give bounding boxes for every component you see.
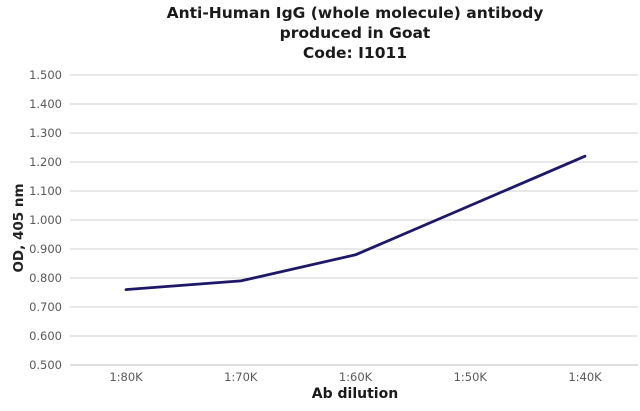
series-line bbox=[124, 154, 587, 292]
y-tick-label: 0.600 bbox=[29, 329, 62, 343]
y-tick-label: 1.300 bbox=[29, 126, 62, 140]
x-tick-label: 1:40K bbox=[568, 370, 602, 384]
y-tick-label: 1.400 bbox=[29, 97, 62, 111]
y-tick-label: 1.200 bbox=[29, 155, 62, 169]
chart-title-line-2: produced in Goat bbox=[279, 24, 431, 42]
chart-title-line-3: Code: I1011 bbox=[302, 44, 408, 62]
y-tick-label: 0.500 bbox=[29, 358, 62, 372]
chart-title-line-1: Anti-Human IgG (whole molecule) antibody bbox=[166, 4, 544, 22]
x-axis-title: Ab dilution bbox=[311, 386, 399, 402]
y-tick-label: 0.900 bbox=[29, 242, 62, 256]
y-tick-label: 1.500 bbox=[29, 68, 62, 82]
y-axis-title: OD, 405 nm bbox=[11, 183, 27, 273]
y-tick-label: 1.000 bbox=[29, 213, 62, 227]
x-tick-label: 1:50K bbox=[454, 370, 488, 384]
x-tick-label: 1:80K bbox=[109, 370, 143, 384]
y-tick-label: 0.800 bbox=[29, 271, 62, 285]
chart-title: Anti-Human IgG (whole molecule) antibody… bbox=[70, 3, 640, 63]
x-tick-label: 1:60K bbox=[339, 370, 373, 384]
y-tick-label: 1.100 bbox=[29, 184, 62, 198]
x-tick-label: 1:70K bbox=[224, 370, 258, 384]
y-tick-label: 0.700 bbox=[29, 300, 62, 314]
